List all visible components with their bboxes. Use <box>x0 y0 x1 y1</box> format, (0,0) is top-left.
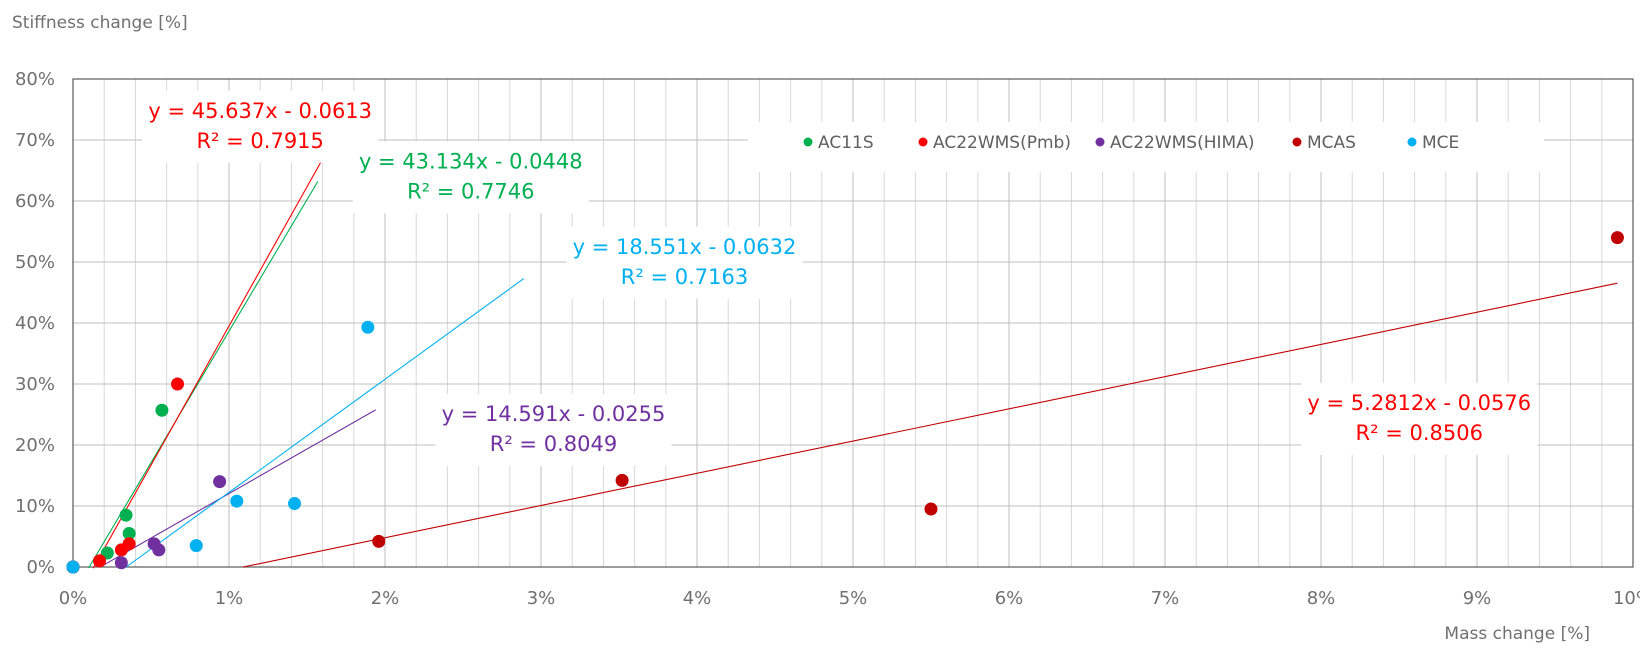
y-tick-label: 70% <box>15 130 55 151</box>
data-point <box>615 473 629 487</box>
trendline-label-bg <box>435 393 672 466</box>
legend-box <box>748 122 1544 172</box>
data-point <box>122 526 136 540</box>
legend-label: MCAS <box>1307 133 1356 153</box>
trendline-r2: R² = 0.8049 <box>490 432 617 456</box>
trendline-label-bg <box>142 90 379 163</box>
data-point <box>924 502 938 516</box>
data-point <box>100 546 114 560</box>
trendline-label-bg <box>1301 382 1538 455</box>
trendline-label-bg <box>352 141 589 214</box>
data-point <box>119 508 133 522</box>
trendline <box>125 278 525 568</box>
tick-labels: 0% 1% 2% 3% 4% 5% 6% 7% 8% 9% 10% 0% 10% 20% 30% 40% 50%… <box>15 69 1640 609</box>
trendline-equation: y = 45.637x - 0.0613 <box>148 99 372 123</box>
x-tick-label: 0% <box>59 588 88 609</box>
x-tick-label: 7% <box>1151 588 1180 609</box>
trendline <box>242 282 1618 568</box>
x-tick-label: 2% <box>371 588 400 609</box>
legend-label: AC11S <box>818 133 874 153</box>
y-tick-label: 20% <box>15 435 55 456</box>
y-axis-title: Stiffness change [%] <box>12 13 188 33</box>
x-tick-label: 9% <box>1463 588 1492 609</box>
x-axis-title: Mass change [%] <box>1444 624 1590 644</box>
trendline-label-bg <box>566 226 803 299</box>
trendline-equation: y = 5.2812x - 0.0576 <box>1307 391 1531 415</box>
data-point <box>189 539 203 553</box>
trendline <box>88 180 319 569</box>
data-point <box>171 377 185 391</box>
y-tick-label: 40% <box>15 313 55 334</box>
x-tick-label: 6% <box>995 588 1024 609</box>
trendline-equation: y = 43.134x - 0.0448 <box>359 149 583 173</box>
trendline-labels: y = 45.637x - 0.0613 R² = 0.7915 y = 43.13… <box>142 90 1538 466</box>
plot-area-border <box>72 78 1634 568</box>
data-point <box>93 554 107 568</box>
legend-marker <box>1095 137 1105 147</box>
data-point <box>152 543 166 557</box>
x-tick-label: 8% <box>1307 588 1336 609</box>
y-tick-label: 30% <box>15 374 55 395</box>
trendlines <box>88 139 1618 569</box>
y-tick-label: 80% <box>15 69 55 90</box>
trendline-equation: y = 18.551x - 0.0632 <box>573 235 797 259</box>
y-tick-label: 0% <box>26 557 55 578</box>
data-point <box>122 537 136 551</box>
data-point <box>114 556 128 570</box>
legend-marker <box>918 137 928 147</box>
data-point <box>66 560 80 574</box>
data-points <box>66 231 1624 574</box>
data-point <box>372 534 386 548</box>
x-tick-label: 1% <box>215 588 244 609</box>
y-tick-label: 50% <box>15 252 55 273</box>
y-tick-label: 10% <box>15 496 55 517</box>
data-point <box>361 320 375 334</box>
trendline-r2: R² = 0.7163 <box>621 265 748 289</box>
trendline <box>92 139 334 569</box>
data-point <box>230 494 244 508</box>
data-point <box>213 475 227 489</box>
x-tick-label: 4% <box>683 588 712 609</box>
legend-marker <box>1292 137 1302 147</box>
trendline-equation: y = 14.591x - 0.0255 <box>442 402 666 426</box>
legend-label: MCE <box>1422 133 1459 153</box>
trendline-r2: R² = 0.7746 <box>407 179 534 203</box>
trendline-r2: R² = 0.7915 <box>196 129 323 153</box>
trendline <box>99 409 376 568</box>
x-tick-label: 10% <box>1613 588 1640 609</box>
data-point <box>155 403 169 417</box>
y-tick-label: 60% <box>15 191 55 212</box>
data-point <box>1610 231 1624 245</box>
legend-label: AC22WMS(Pmb) <box>933 133 1071 153</box>
trendline-r2: R² = 0.8506 <box>1356 421 1483 445</box>
legend-marker <box>1407 137 1417 147</box>
x-tick-label: 3% <box>527 588 556 609</box>
data-point <box>288 497 302 511</box>
legend: AC11S AC22WMS(Pmb) AC22WMS(HIMA) MCAS MCE <box>748 122 1544 172</box>
legend-label: AC22WMS(HIMA) <box>1110 133 1254 153</box>
x-tick-label: 5% <box>839 588 868 609</box>
legend-marker <box>803 137 813 147</box>
